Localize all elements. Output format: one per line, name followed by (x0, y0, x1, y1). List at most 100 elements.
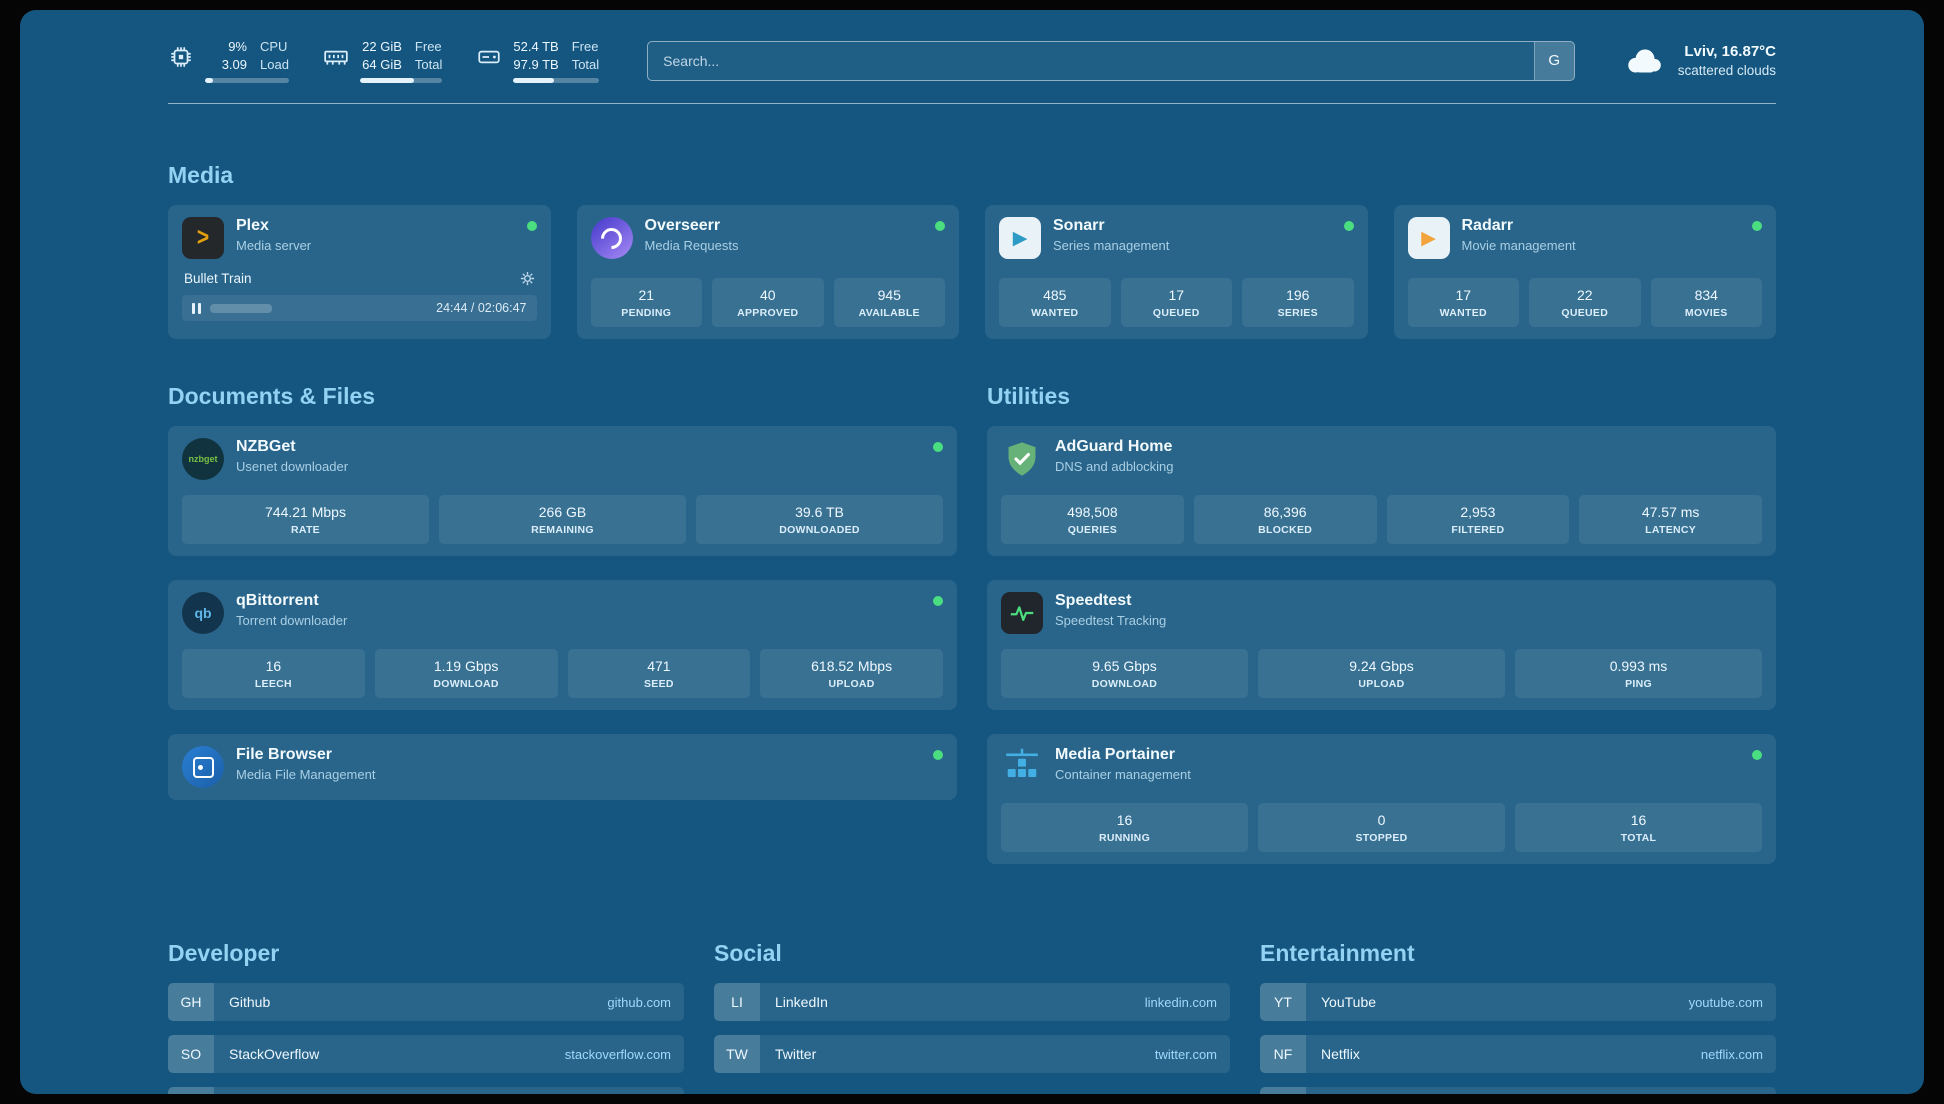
sonarr-icon: ▶ (999, 217, 1041, 260)
bookmark-dev[interactable]: DT DEV dev.to (168, 1087, 684, 1094)
memory-widget: 22 GiB 64 GiB Free Total (323, 38, 443, 84)
bookmark-youtube[interactable]: YT YouTube youtube.com (1260, 983, 1776, 1022)
bookmark-name: LinkedIn (775, 994, 828, 1011)
bookmark-abbr: SO (168, 1035, 214, 1074)
cpu-progress-fill (205, 78, 213, 84)
plex-time: 24:44 / 02:06:47 (436, 301, 527, 316)
dashboard-window: 9% 3.09 CPU Load (20, 10, 1924, 1094)
service-subtitle: Series management (1053, 238, 1170, 254)
weather-widget: Lviv, 16.87°C scattered clouds (1623, 41, 1776, 81)
stat-total: 16 TOTAL (1515, 803, 1762, 853)
status-online-dot (935, 221, 945, 232)
section-title-media: Media (168, 162, 234, 189)
disk-progress-bar (513, 78, 600, 84)
search-input[interactable] (648, 41, 1534, 80)
bookmark-domain: twitter.com (1154, 1046, 1217, 1062)
service-title: NZBGet (236, 438, 296, 456)
plex-seek-bar[interactable] (210, 303, 272, 313)
stat-downloaded: 39.6 TB DOWNLOADED (696, 495, 943, 545)
bookmark-domain: youtube.com (1688, 994, 1763, 1010)
bookmark-twitter[interactable]: TW Twitter twitter.com (714, 1035, 1230, 1074)
radarr-icon: ▶ (1407, 217, 1450, 260)
plex-chevron-glyph: > (196, 223, 210, 252)
bookmark-name: Netflix (1321, 1046, 1360, 1063)
status-online-dot (933, 442, 943, 453)
service-link-nzbget[interactable]: nzbget NZBGet Usenet downloader (182, 438, 943, 481)
service-title: Media Portainer (1055, 746, 1176, 764)
service-link-plex[interactable]: > Plex Media server (182, 217, 537, 260)
service-link-portainer[interactable]: Media Portainer Container management (1001, 746, 1762, 788)
cpu-percent: 9% (228, 39, 247, 54)
memory-progress-fill (359, 78, 414, 84)
service-link-filebrowser[interactable]: File Browser Media File Management (182, 746, 943, 789)
service-link-sonarr[interactable]: ▶ Sonarr Series management (999, 217, 1354, 260)
bookmark-group-entertainment: Entertainment YT YouTube youtube.com NF … (1260, 940, 1776, 1094)
plex-now-playing-title: Bullet Train (184, 271, 252, 287)
bookmark-abbr: GH (168, 983, 214, 1022)
stat-queued: 17 QUEUED (1120, 278, 1232, 328)
search-provider-button[interactable]: G (1533, 41, 1574, 80)
bookmark-name: YouTube (1321, 994, 1377, 1011)
bookmark-name: StackOverflow (229, 1046, 320, 1063)
service-title: Radarr (1461, 217, 1514, 235)
service-subtitle: Torrent downloader (236, 613, 348, 629)
memory-progress-bar (359, 78, 443, 84)
service-subtitle: Media server (236, 238, 312, 254)
service-subtitle: DNS and adblocking (1055, 459, 1174, 475)
section-title-social: Social (714, 940, 782, 967)
stat-remaining: 266 GB REMAINING (439, 495, 686, 545)
service-link-overseerr[interactable]: Overseerr Media Requests (590, 217, 945, 260)
memory-total-label: Total (414, 56, 443, 72)
stat-rate: 744.21 Mbps RATE (182, 495, 429, 545)
service-link-adguard[interactable]: AdGuard Home DNS and adblocking (1001, 438, 1762, 480)
stat-approved: 40 APPROVED (712, 278, 824, 328)
section-media: Media > Plex Media server Bullet Train (168, 162, 1776, 340)
section-title-developer: Developer (168, 940, 280, 967)
bookmark-name: Github (229, 994, 271, 1011)
service-card-speedtest: Speedtest Speedtest Tracking 9.65 Gbps D… (987, 580, 1776, 711)
stat-upload: 9.24 Gbps UPLOAD (1258, 649, 1505, 699)
service-title: File Browser (236, 746, 333, 764)
stat-seed: 471 SEED (567, 649, 751, 699)
disk-total-value: 97.9 TB (513, 56, 559, 72)
section-title-entertainment: Entertainment (1260, 940, 1415, 967)
memory-icon (324, 50, 348, 65)
cpu-load-label: Load (260, 56, 289, 72)
section-title-documents: Documents & Files (168, 383, 376, 410)
service-card-qbittorrent: qb qBittorrent Torrent downloader 16 LEE… (168, 580, 957, 711)
bookmark-reddit[interactable]: RE Reddit reddit.com (1260, 1087, 1776, 1094)
status-online-dot (1752, 750, 1762, 761)
stat-movies: 834 MOVIES (1650, 278, 1762, 328)
status-online-dot (1752, 221, 1762, 232)
portainer-icon (1001, 746, 1043, 788)
stat-download: 1.19 Gbps DOWNLOAD (374, 649, 558, 699)
service-title: qBittorrent (236, 592, 319, 610)
service-link-radarr[interactable]: ▶ Radarr Movie management (1407, 217, 1762, 260)
bookmark-group-developer: Developer GH Github github.com SO StackO… (168, 940, 684, 1094)
disk-icon (478, 50, 501, 64)
weather-location: Lviv, 16.87°C (1684, 42, 1776, 60)
pause-icon[interactable] (192, 302, 201, 314)
bookmark-netflix[interactable]: NF Netflix netflix.com (1260, 1035, 1776, 1074)
play-glyph: ▶ (1012, 227, 1028, 249)
stat-available: 945 AVAILABLE (833, 278, 945, 328)
bookmark-domain: stackoverflow.com (564, 1046, 671, 1062)
bookmark-abbr: NF (1260, 1035, 1306, 1074)
qbittorrent-logo-text: qb (194, 605, 212, 622)
memory-total-value: 64 GiB (362, 56, 402, 72)
gear-icon[interactable] (520, 271, 535, 286)
play-glyph: ▶ (1421, 227, 1436, 249)
stat-download: 9.65 Gbps DOWNLOAD (1001, 649, 1248, 699)
service-link-qbittorrent[interactable]: qb qBittorrent Torrent downloader (182, 592, 943, 635)
stat-wanted: 17 WANTED (1407, 278, 1519, 328)
stat-series: 196 SERIES (1242, 278, 1354, 328)
bookmark-github[interactable]: GH Github github.com (168, 983, 684, 1022)
service-card-overseerr: Overseerr Media Requests 21 PENDING 40 A… (576, 205, 959, 340)
status-online-dot (933, 750, 943, 761)
bookmark-domain: linkedin.com (1144, 994, 1217, 1010)
service-link-speedtest[interactable]: Speedtest Speedtest Tracking (1001, 592, 1762, 635)
bookmark-stackoverflow[interactable]: SO StackOverflow stackoverflow.com (168, 1035, 684, 1074)
bookmark-abbr: DT (168, 1087, 214, 1094)
bookmark-linkedin[interactable]: LI LinkedIn linkedin.com (714, 983, 1230, 1022)
topbar-divider (168, 103, 1776, 105)
